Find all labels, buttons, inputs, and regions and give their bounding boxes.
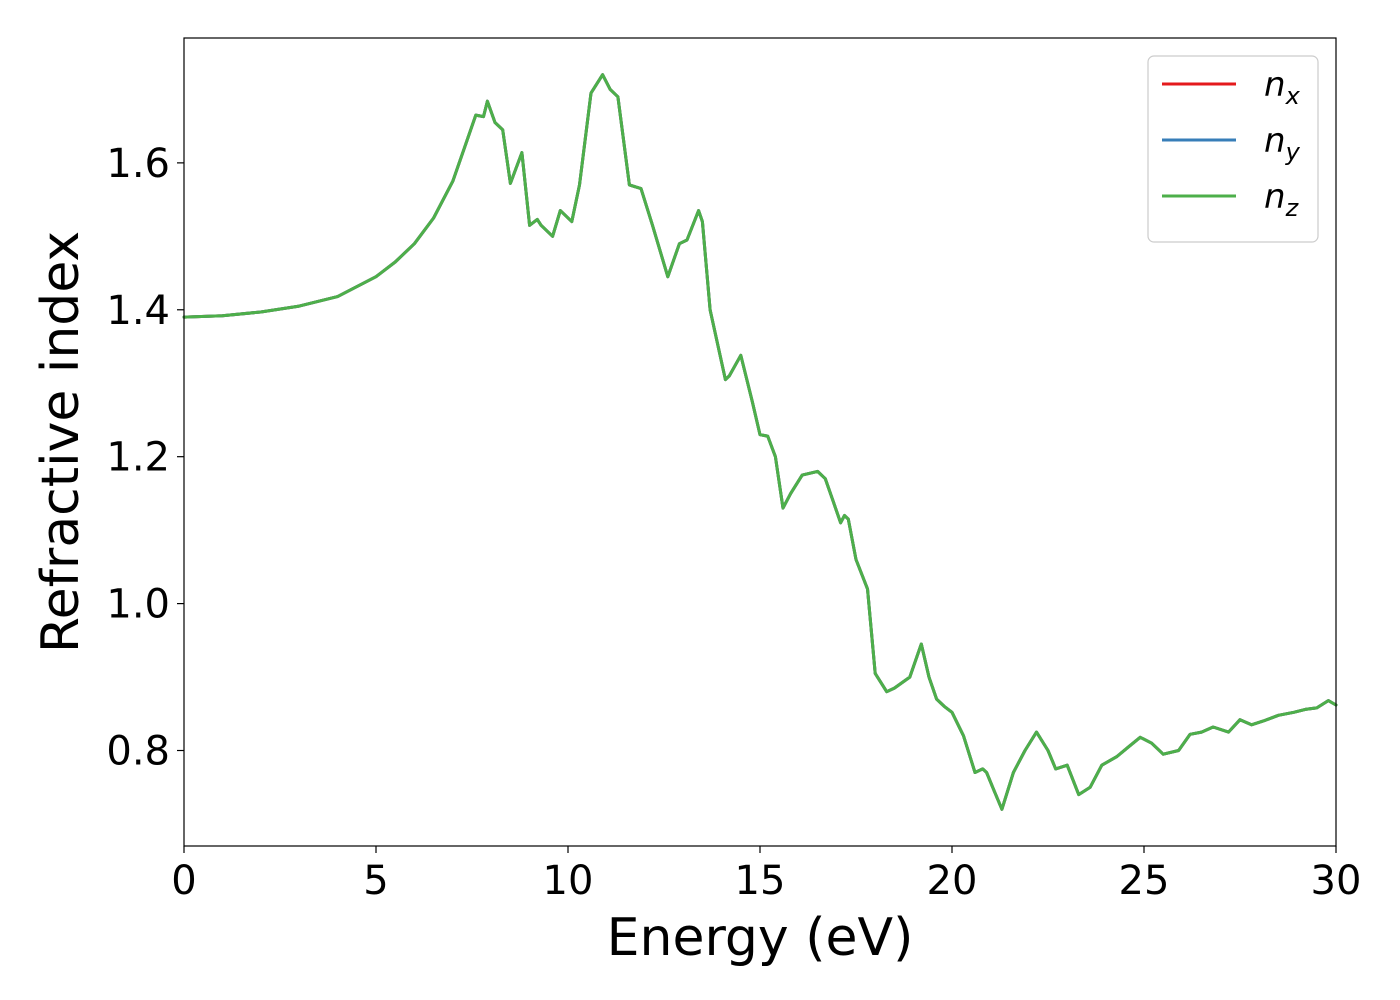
y-tick-label: 0.8 [106, 729, 170, 775]
x-tick-label: 20 [927, 858, 978, 904]
y-tick-label: 1.0 [106, 582, 170, 628]
y-tick-label: 1.2 [106, 435, 170, 481]
y-tick-label: 1.4 [106, 288, 170, 334]
x-tick-label: 25 [1119, 858, 1170, 904]
series-line-nz [182, 73, 1338, 811]
legend: nx ny nz [1147, 55, 1319, 243]
x-tick-label: 10 [543, 858, 594, 904]
y-axis-label: Refractive index [31, 231, 91, 653]
x-tick-label: 30 [1311, 858, 1362, 904]
x-tick-label: 15 [735, 858, 786, 904]
legend-label-nz: nz [1264, 177, 1300, 222]
x-axis-label: Energy (eV) [607, 908, 914, 968]
y-axis: 0.8 1.0 1.2 1.4 1.6 [106, 141, 184, 775]
legend-label-ny: ny [1264, 121, 1301, 166]
series-layer [182, 73, 1338, 811]
y-tick-label: 1.6 [106, 141, 170, 187]
x-tick-label: 0 [171, 858, 196, 904]
legend-label-nx: nx [1264, 65, 1301, 110]
x-axis: 0 5 10 15 20 25 30 [171, 846, 1361, 904]
plot-area [184, 38, 1336, 846]
x-tick-label: 5 [363, 858, 388, 904]
